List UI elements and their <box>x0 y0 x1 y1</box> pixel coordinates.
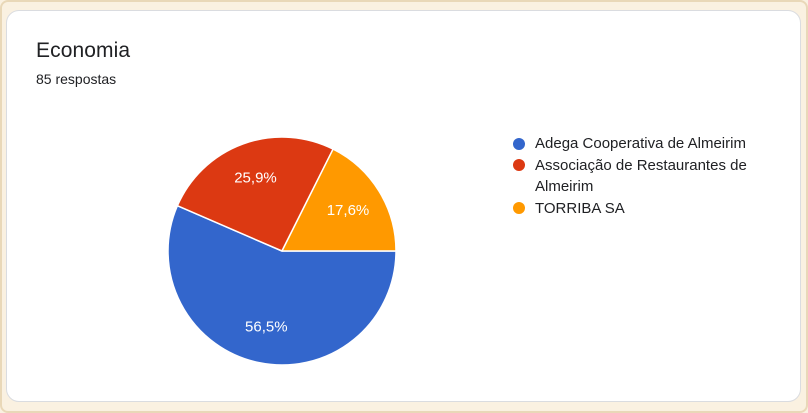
legend-label: Associação de Restaurantes de Almeirim <box>535 156 747 196</box>
pie-slice-2[interactable] <box>281 148 397 252</box>
legend-dot-icon <box>513 202 525 214</box>
pie-slice-label-2: 17,6% <box>327 202 370 219</box>
response-count: 85 respostas <box>36 71 117 87</box>
pie-chart[interactable]: 56,5% 25,9% 17,6% <box>165 134 399 368</box>
pie-slice-label-0: 56,5% <box>245 318 288 335</box>
legend-item-torriba: TORRIBA SA <box>513 198 787 220</box>
legend-dot-icon <box>513 137 525 150</box>
legend-item-associacao: Associação de Restaurantes de Almeirim <box>513 155 787 198</box>
response-summary-card: Economia 85 respostas 56,5% 25,9% 17,6% Ad… <box>6 10 801 402</box>
chart-legend: Adega Cooperativa de Almeirim Associação… <box>513 133 787 219</box>
question-title: Economia <box>36 39 131 62</box>
legend-label: TORRIBA SA <box>535 199 625 217</box>
legend-dot-icon <box>513 159 525 171</box>
legend-label: Adega Cooperativa de Almeirim <box>535 135 746 152</box>
legend-item-adega: Adega Cooperativa de Almeirim <box>513 133 787 155</box>
pie-slice-1[interactable] <box>176 136 334 252</box>
pie-slice-label-1: 25,9% <box>234 170 277 187</box>
pie-slice-0[interactable] <box>167 204 397 366</box>
